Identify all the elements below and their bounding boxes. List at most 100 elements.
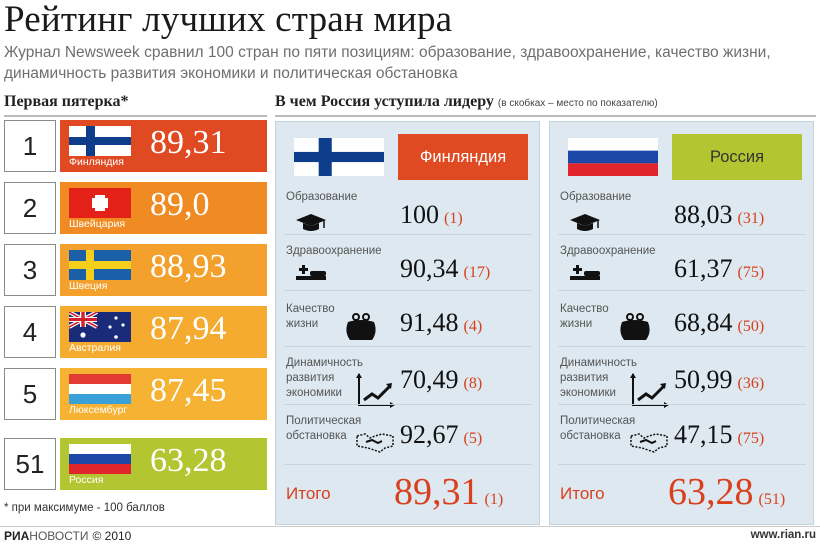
- category-separator: [284, 234, 532, 235]
- rank-in-brackets: (8): [463, 375, 483, 392]
- country-panel: Финляндия Образование 100 (1) Здравоохранени…: [275, 121, 540, 525]
- rank-in-brackets: (1): [444, 210, 463, 227]
- healthcare-icon: [568, 262, 602, 289]
- country-score: 87,94: [150, 310, 227, 347]
- footnote: * при максимуме - 100 баллов: [4, 502, 165, 514]
- logo-part-a: РИА: [4, 529, 30, 543]
- handshake-icon: [356, 430, 394, 459]
- category-value: 100 (1): [400, 200, 463, 230]
- graduation-cap-icon: [294, 211, 328, 240]
- rank-in-brackets: (17): [463, 264, 491, 281]
- country-score: 89,31: [150, 124, 227, 161]
- rank-in-brackets: (4): [463, 318, 483, 335]
- rank-number: 1: [4, 120, 56, 172]
- panel-header: Россия: [562, 134, 802, 180]
- score-bar: Финляндия 89,31: [60, 120, 267, 172]
- country-score: 89,0: [150, 186, 210, 223]
- category-separator: [284, 464, 532, 465]
- comparison-title: В чем Россия уступила лидеру: [275, 93, 494, 110]
- total-label: Итого: [286, 484, 331, 503]
- top5-heading: Первая пятерка*: [4, 93, 129, 110]
- country-score: 87,45: [150, 372, 227, 409]
- healthcare-icon: [294, 262, 328, 289]
- score-bar: Швейцария 89,0: [60, 182, 267, 234]
- score-value: 61,37: [674, 254, 733, 283]
- panel-country-name: Финляндия: [398, 134, 528, 180]
- category-separator: [558, 464, 806, 465]
- panel-country-name: Россия: [672, 134, 802, 180]
- category-value: 91,48 (4): [400, 308, 482, 338]
- category-label: Образование: [560, 191, 632, 203]
- rank-in-brackets: (31): [737, 210, 765, 227]
- category-label: Динамичность развития экономики: [286, 357, 364, 399]
- total-score: 89,31: [394, 471, 480, 513]
- category-value: 50,99 (36): [674, 365, 764, 395]
- total-label: Итого: [560, 484, 605, 503]
- russia-flag: [568, 138, 658, 176]
- finland-flag: [294, 138, 384, 176]
- total-score: 63,28: [668, 471, 754, 513]
- total-value: 63,28 (51): [668, 470, 785, 514]
- country-score: 88,93: [150, 248, 227, 285]
- score-value: 92,67: [400, 420, 459, 449]
- total-rank: (51): [758, 491, 786, 508]
- category-value: 47,15 (75): [674, 420, 764, 450]
- ranking-row: 1 Финляндия 89,31: [4, 120, 267, 172]
- score-value: 70,49: [400, 365, 459, 394]
- category-separator: [558, 290, 806, 291]
- category-value: 90,34 (17): [400, 254, 490, 284]
- logo-part-b: НОВОСТИ: [29, 529, 89, 543]
- rank-in-brackets: (50): [737, 318, 765, 335]
- total-value: 89,31 (1): [394, 470, 503, 514]
- ranking-row: 3 Швеция 88,93: [4, 244, 267, 296]
- category-separator: [558, 234, 806, 235]
- category-label: Качество жизни: [286, 303, 335, 330]
- category-value: 68,84 (50): [674, 308, 764, 338]
- ria-logo: РИАНОВОСТИ © 2010: [4, 529, 131, 543]
- rank-number: 2: [4, 182, 56, 234]
- rank-in-brackets: (36): [737, 375, 765, 392]
- score-value: 90,34: [400, 254, 459, 283]
- comparison-heading: В чем Россия уступила лидеру (в скобках …: [275, 93, 658, 111]
- category-value: 88,03 (31): [674, 200, 764, 230]
- category-separator: [558, 346, 806, 347]
- ranking-row: 4 Австралия 87,94: [4, 306, 267, 358]
- russia-flag: [69, 444, 131, 474]
- ranking-row: 51 Россия 63,28: [4, 438, 267, 490]
- switzerland-flag: [69, 188, 131, 218]
- rank-number: 5: [4, 368, 56, 420]
- comparison-note: (в скобках – место по показателю): [497, 98, 658, 109]
- site-link[interactable]: www.rian.ru: [750, 529, 816, 541]
- score-value: 88,03: [674, 200, 733, 229]
- category-value: 92,67 (5): [400, 420, 482, 450]
- copyright: © 2010: [92, 529, 132, 543]
- ranking-row: 2 Швейцария 89,0: [4, 182, 267, 234]
- luxembourg-flag: [69, 374, 131, 404]
- rank-number: 3: [4, 244, 56, 296]
- category-label: Политическая обстановка: [286, 415, 362, 442]
- comparison-rule: [275, 115, 816, 117]
- rank-number: 51: [4, 438, 56, 490]
- finland-flag: [69, 126, 131, 156]
- category-label: Образование: [286, 191, 358, 203]
- country-name: Финляндия: [69, 156, 124, 168]
- rank-in-brackets: (75): [737, 430, 765, 447]
- score-bar: Россия 63,28: [60, 438, 267, 490]
- top5-rule: [4, 115, 267, 117]
- footer: РИАНОВОСТИ © 2010 www.rian.ru: [0, 526, 820, 545]
- category-label: Динамичность развития экономики: [560, 357, 638, 399]
- score-value: 91,48: [400, 308, 459, 337]
- country-score: 63,28: [150, 442, 227, 479]
- category-separator: [284, 290, 532, 291]
- category-label: Качество жизни: [560, 303, 609, 330]
- country-name: Люксембург: [69, 404, 128, 416]
- country-name: Швейцария: [69, 218, 126, 230]
- category-label: Политическая обстановка: [560, 415, 636, 442]
- sweden-flag: [69, 250, 131, 280]
- country-panel: Россия Образование 88,03 (31) Здравоохранени…: [549, 121, 814, 525]
- growth-chart-icon: [630, 372, 670, 413]
- score-value: 100: [400, 200, 439, 229]
- rank-number: 4: [4, 306, 56, 358]
- total-rank: (1): [484, 491, 504, 508]
- page-subtitle: Журнал Newsweek сравнил 100 стран по пят…: [4, 44, 771, 82]
